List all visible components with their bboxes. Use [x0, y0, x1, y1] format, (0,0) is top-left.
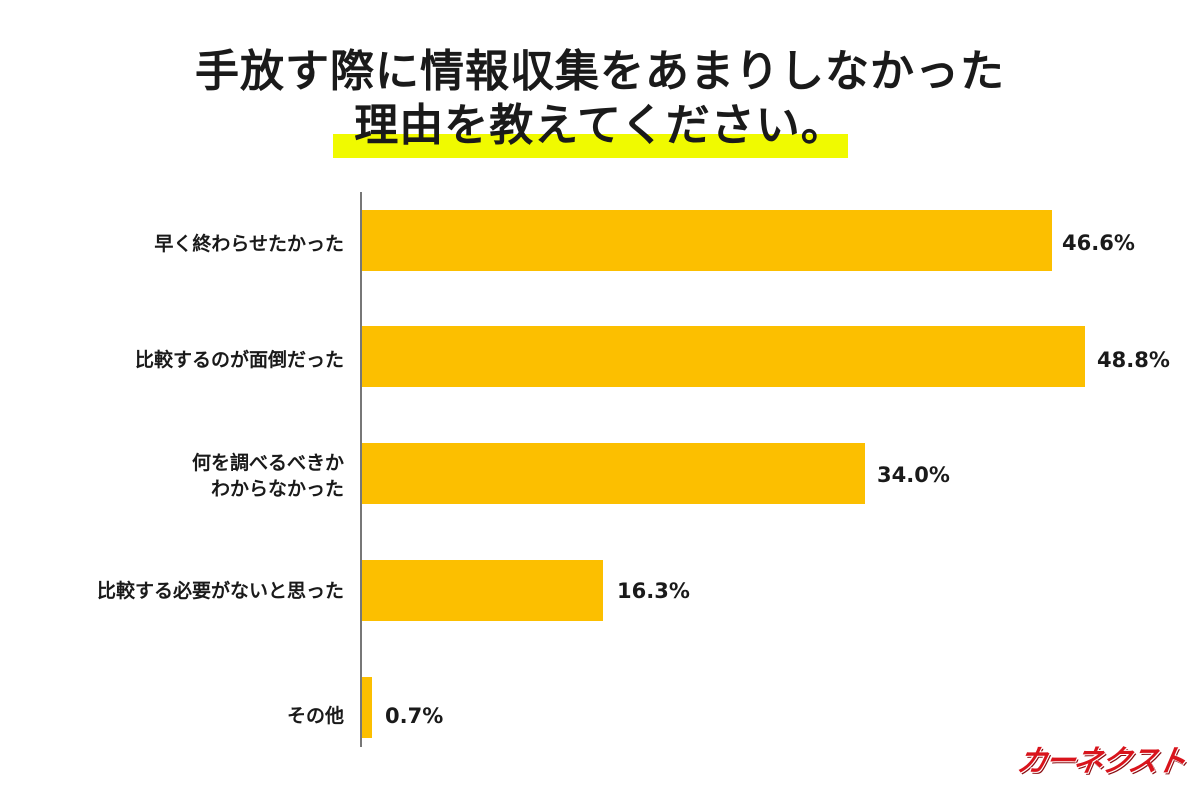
bar — [362, 560, 603, 621]
category-label: 早く終わらせたかった — [154, 233, 344, 255]
category-label: その他 — [286, 705, 344, 727]
category-label: 何を調べるべきか わからなかった — [192, 450, 344, 502]
bar — [362, 677, 372, 738]
category-label: 比較するのが面倒だった — [134, 349, 344, 371]
value-label: 34.0% — [877, 463, 950, 487]
title-highlight — [333, 134, 848, 158]
value-label: 0.7% — [385, 704, 444, 728]
value-label: 48.8% — [1097, 348, 1170, 372]
y-axis-line — [360, 192, 362, 747]
bar — [362, 326, 1085, 387]
bar — [362, 443, 865, 504]
value-label: 46.6% — [1062, 231, 1135, 255]
brand-logo: カーネクスト — [1014, 744, 1188, 779]
value-label: 16.3% — [617, 579, 690, 603]
category-label: 比較する必要がないと思った — [96, 580, 344, 602]
title-line-2: 理由を教えてください。 — [354, 100, 846, 151]
category-label-line-2: わからなかった — [210, 478, 344, 500]
title-line-1: 手放す際に情報収集をあまりしなかった — [195, 46, 1005, 97]
bar — [362, 210, 1052, 271]
category-label-line-1: 何を調べるべきか — [191, 452, 344, 474]
